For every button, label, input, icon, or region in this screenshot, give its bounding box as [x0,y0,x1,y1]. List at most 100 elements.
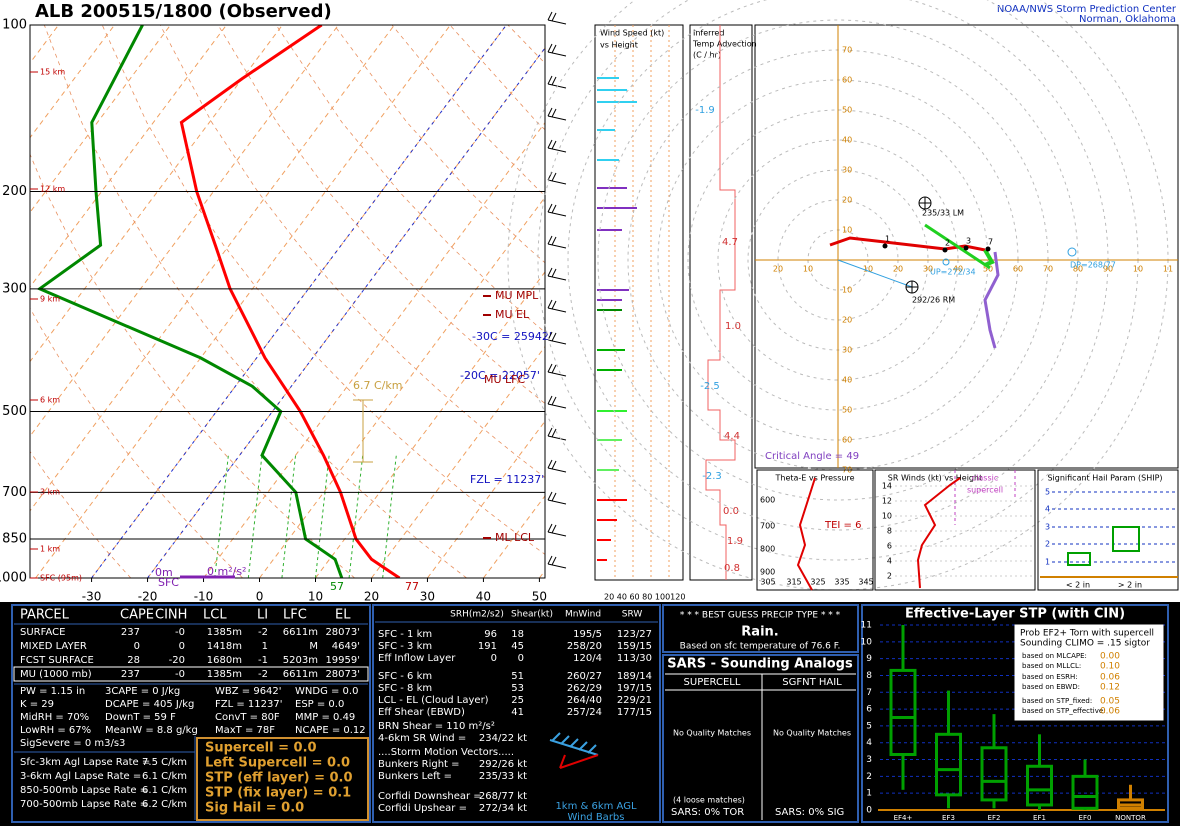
stp-category: NONTOR [1115,814,1146,822]
decor-line [551,172,557,182]
decor-line [569,738,579,748]
parcel-cell: 5203m [283,655,318,666]
sars-frame [662,654,859,823]
advection-value: -2.5 [700,381,720,392]
kin-label: Bunkers Left = [378,771,452,782]
kin-cell: 197/15 [617,683,652,694]
tick-label: 8 [887,527,892,536]
kin-cell: 195/5 [573,629,602,640]
hodo-tick: 20 [773,265,783,274]
tick-label: 3 [1045,523,1050,532]
index-value: K = 29 [20,699,54,710]
kin-header: SRH(m2/s2) [450,610,504,620]
decor-line [203,121,545,578]
kin-cell: 51 [511,671,524,682]
advection-frame [689,24,753,581]
decor-line [30,25,283,363]
decor-line [551,140,557,150]
annotation: 57 [330,580,344,593]
advection-value: -1.9 [695,105,715,116]
sars-result: SARS: 0% SIG [775,807,844,818]
page-title: ALB 200515/1800 (Observed) [35,1,332,22]
decor-line [547,203,553,213]
hodo-tick: 20 [842,316,852,325]
kin-cell: 18 [511,629,524,640]
kinematics-frame [372,604,661,823]
decor-line [547,43,553,53]
lapse-value: 7.5 C/km [142,757,187,768]
stp-tick: 2 [866,772,872,782]
storm-marker [942,258,950,266]
lapse-label: 700-500mb Lapse Rate = [20,799,148,810]
inset-label: based on MLLCL: [1022,662,1081,670]
advection-bars [705,25,736,580]
hodo-tick: 40 [842,136,852,145]
kin-label: Corfidi Upshear = [378,803,467,814]
composite-value: Sig Hail = 0.0 [205,801,304,816]
parcel-cell: 28 [127,655,140,666]
parcel-cell: 1385m [207,627,242,638]
tick-label: 6 [887,542,892,551]
index-value: NCAPE = 0.12 [295,725,366,736]
sars-match: No Quality Matches [673,729,751,738]
hodo-label: DP=268/77 [1070,261,1116,270]
decor-line [551,268,557,278]
hodo-label: 235/33 LM [922,209,964,218]
panel-title: Wind Speed (kt) [600,29,664,38]
precip-title: * * * BEST GUESS PRECIP TYPE * * * [680,611,841,621]
hodo-tick: 50 [983,265,993,274]
stp-tick: 7 [866,688,872,698]
parcel-header: LI [257,608,268,623]
decor-line [314,455,330,578]
parcel-cell: -20 [169,655,185,666]
tick-label: 14 [882,482,892,491]
kin-cell: 177/15 [617,707,652,718]
tick-label: 4 [887,557,892,566]
composite-value: Left Supercell = 0.0 [205,756,350,771]
parcel-cell: 1680m [207,655,242,666]
decor-line [214,455,229,578]
decor-line [549,739,599,756]
decor-line [559,754,566,769]
critical-angle: Critical Angle = 49 [765,451,859,462]
decor-line [35,25,451,578]
lapse-label: 3-6km Agl Lapse Rate = [20,771,141,782]
tick-label: 900 [760,568,775,577]
temp-label: -10 [194,590,214,604]
hodo-tick: 10 [863,265,873,274]
inset-value: 0.10 [1100,662,1120,672]
decor-line [547,243,567,249]
decor-line [30,25,339,438]
tick-label: 335 [834,578,849,587]
index-value: WNDG = 0.0 [295,686,358,697]
temp-label: 0 [256,590,264,604]
tick-label: 10 [882,512,892,521]
wind-panel-frame [594,24,684,581]
decor-line [147,47,545,578]
decor-line [547,83,567,89]
decor-line [551,12,557,22]
stp-tick: 10 [861,637,873,647]
hodo-tick: 60 [842,436,852,445]
decor-line [247,455,263,578]
tick-label: 325 [810,578,825,587]
dry-adiabat [30,307,243,578]
lapse-value: 6.1 C/km [142,785,187,796]
dry-adiabat [217,25,545,405]
hodo-point-label: 1 [885,235,890,244]
kin-cell: 25 [511,695,524,706]
hodo-tick: 50 [842,106,852,115]
decor-line [547,459,553,469]
stp-tick: 4 [866,738,872,748]
decor-line [547,275,567,281]
height-label: 12 km [40,185,65,194]
hodo-point [882,243,888,249]
stp-tick: 9 [866,654,872,664]
barb-caption: Wind Barbs [568,812,625,823]
annotation: 6.7 C/km [353,379,402,392]
kin-value: 268/77 kt [479,791,527,802]
kin-cell: 123/27 [617,629,652,640]
theta-frame [756,469,874,591]
decor-line [547,75,553,85]
